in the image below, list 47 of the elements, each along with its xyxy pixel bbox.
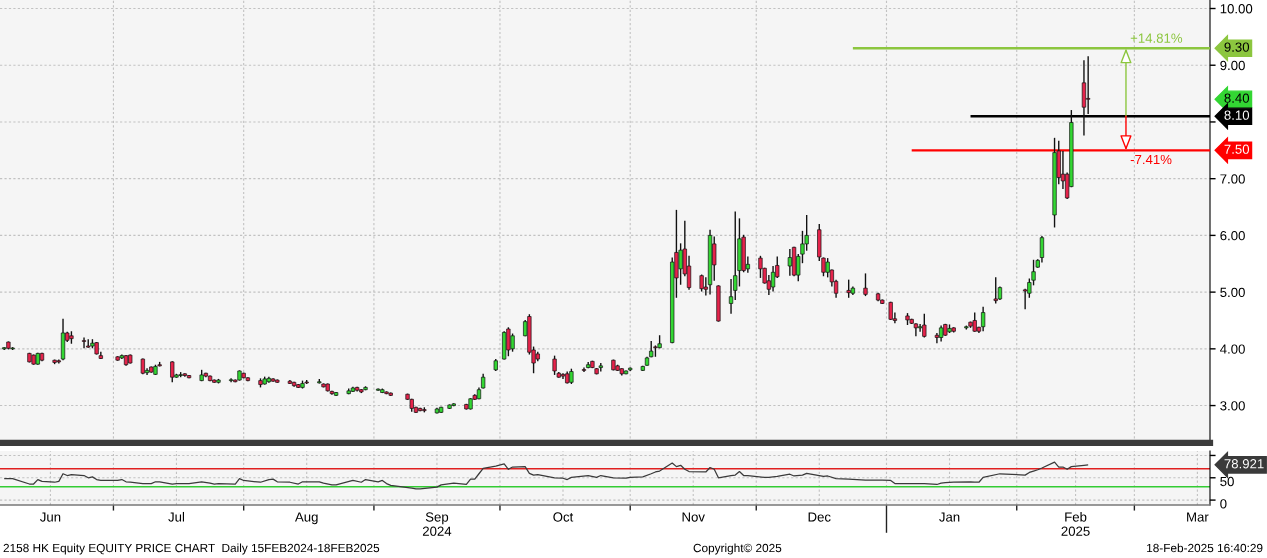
candlestick — [510, 332, 515, 353]
candlestick — [825, 257, 830, 279]
candlestick — [972, 311, 977, 333]
y-tick-label: 9.00 — [1220, 60, 1245, 71]
candlestick — [981, 306, 986, 332]
candlestick — [846, 278, 851, 299]
x-tick-label: Mar — [1187, 512, 1209, 522]
text: 18-Feb-2025 16:40:29 — [1147, 543, 1263, 553]
x-tick-label: Sep 2024 — [422, 512, 452, 536]
y-tick-label: 7.00 — [1220, 174, 1245, 184]
candlestick — [1086, 55, 1091, 115]
y-tick-label: 6.00 — [1220, 230, 1245, 241]
data-label: 9.30 — [1224, 42, 1250, 52]
candlestick — [863, 272, 868, 297]
y-tick-label: 4.00 — [1220, 344, 1245, 354]
x-tick-label: Aug — [294, 512, 318, 525]
data-label: 8.10 — [1224, 110, 1250, 120]
candlestick — [506, 326, 511, 357]
x-tick-label: Jul — [168, 511, 185, 522]
y-tick-label: 10.00 — [1220, 4, 1253, 14]
text: 78.921 — [1224, 459, 1264, 469]
x-tick-label: Dec — [808, 512, 831, 522]
candlestick — [712, 235, 717, 282]
x-tick-label: Nov — [682, 512, 705, 522]
candlestick — [993, 276, 998, 305]
x-tick-label: Feb 2025 — [1061, 511, 1090, 536]
candlestick — [787, 248, 792, 277]
text: 2158 HK Equity EQUITY PRICE CHART Daily 15FEB2024-18FEB2025 — [3, 543, 380, 555]
candlestick — [552, 354, 557, 376]
x-tick-label: Jan — [939, 512, 960, 522]
candlestick — [1039, 235, 1045, 264]
y-tick-label: 3.00 — [1220, 401, 1245, 411]
annotation: -7.41% — [1130, 154, 1172, 165]
x-tick-label: Oct — [553, 512, 574, 522]
text: Copyright© 2025 — [693, 543, 782, 555]
candlestick — [770, 265, 776, 293]
candlestick — [728, 278, 734, 315]
annotation: +14.81% — [1130, 33, 1183, 43]
data-label: 7.50 — [1224, 144, 1250, 154]
y-tick-label: 50 — [1220, 476, 1234, 487]
y-tick-label: 0 — [1220, 499, 1227, 509]
x-tick-label: Jun — [39, 512, 61, 522]
candlestick — [917, 323, 923, 333]
candlestick — [170, 360, 175, 384]
y-tick-label: 5.00 — [1220, 287, 1245, 298]
text: 8.40 — [1224, 93, 1250, 103]
line-series — [3, 461, 1089, 490]
